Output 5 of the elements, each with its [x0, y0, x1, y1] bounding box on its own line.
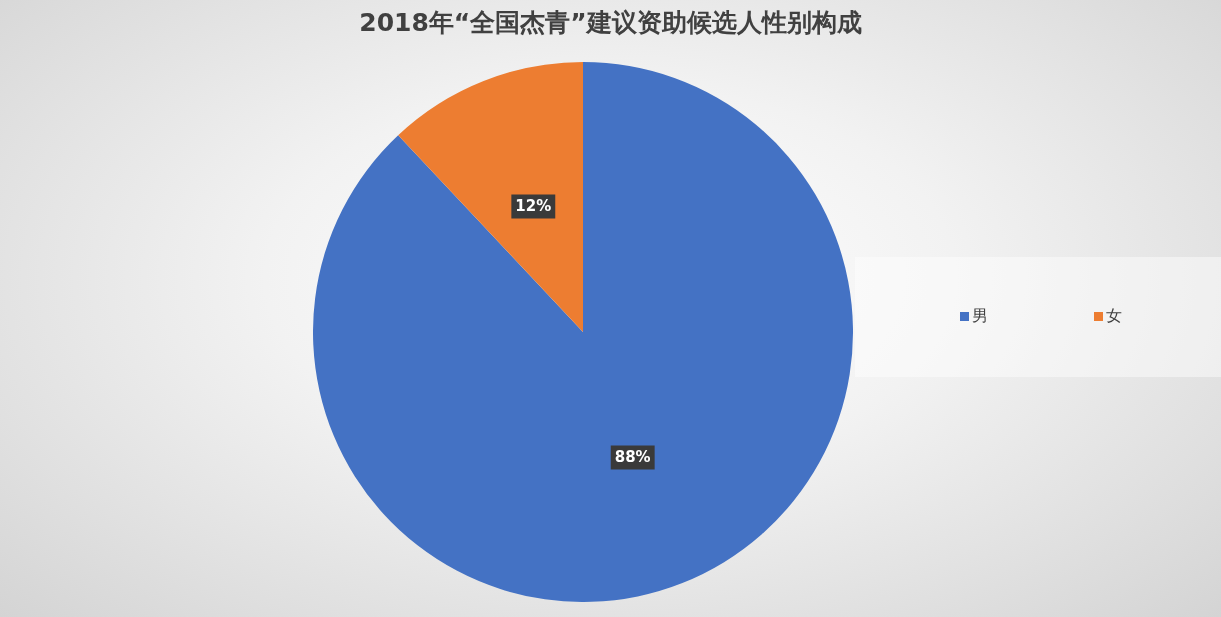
- legend-label: 男: [972, 306, 988, 327]
- data-label: 12%: [515, 197, 552, 216]
- chart-title: 2018年“全国杰青”建议资助候选人性别构成: [358, 7, 863, 39]
- data-label: 88%: [614, 448, 651, 467]
- legend-label: 女: [1106, 306, 1122, 327]
